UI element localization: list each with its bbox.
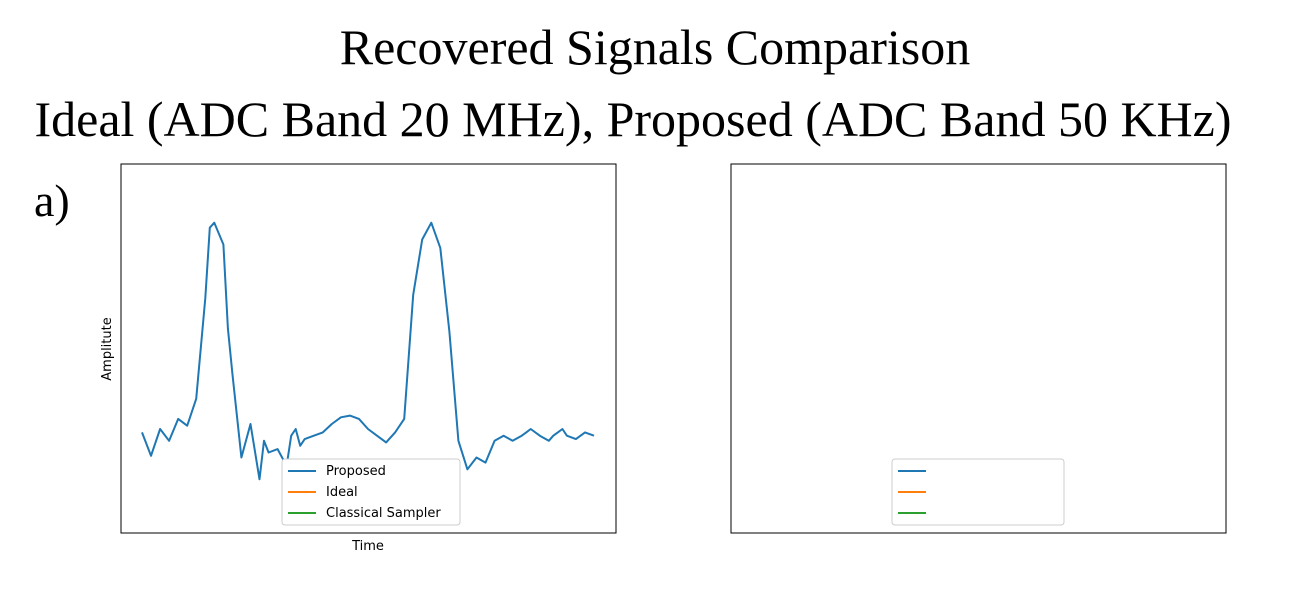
legend-label-classical-a: Classical Sampler [326, 506, 441, 521]
x-axis-label-a: Time [351, 539, 384, 554]
legend-label-ideal-a: Ideal [326, 485, 358, 500]
legend-label-proposed-a: Proposed [326, 464, 386, 479]
panel-a: Time Amplitute Proposed Ideal Classical … [100, 163, 617, 554]
panel-label-a: a) [34, 175, 70, 226]
legend-b [891, 458, 1065, 526]
axes-frame-b [730, 163, 1227, 534]
figure-subtitle: Ideal (ADC Band 20 MHz), Proposed (ADC B… [34, 91, 1232, 147]
y-axis-label-a: Amplitute [100, 317, 115, 380]
legend-a: Proposed Ideal Classical Sampler [281, 458, 461, 526]
series-line-proposed-a [141, 221, 595, 481]
figure-title: Recovered Signals Comparison [339, 19, 971, 75]
series-lines-a [141, 221, 595, 481]
legend-box-b [891, 458, 1065, 526]
panel-b [730, 163, 1227, 534]
legend-box-a [281, 458, 461, 526]
